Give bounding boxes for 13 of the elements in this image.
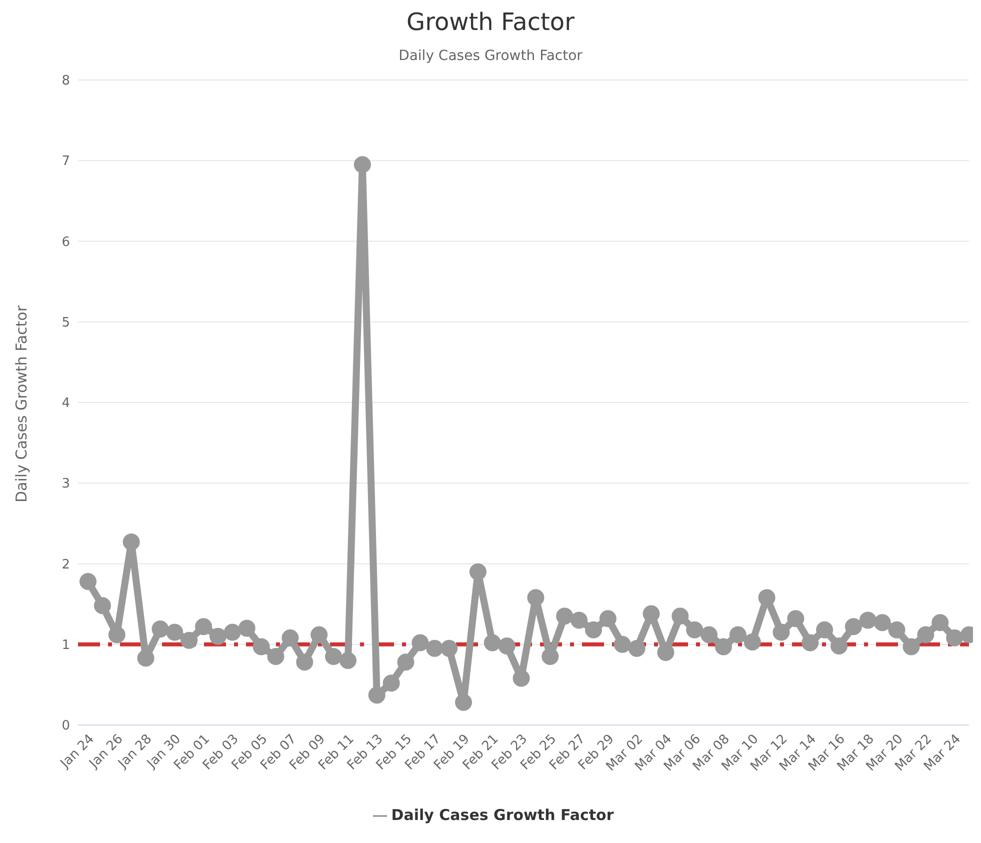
legend-label: Daily Cases Growth Factor [391,806,614,824]
chart-subtitle: Daily Cases Growth Factor [398,48,584,64]
y-tick-label: 0 [62,718,70,734]
y-tick-label: 7 [62,154,70,170]
y-tick-label: 6 [62,234,70,250]
y-axis-title: Daily Cases Growth Factor [12,304,30,502]
y-tick-label: 2 [62,557,70,572]
y-tick-label: 8 [62,74,70,89]
y-tick-label: 5 [62,315,70,330]
chart-title: Growth Factor [406,8,576,36]
y-tick-label: 1 [62,638,70,653]
y-tick-label: 3 [62,476,70,492]
y-tick-label: 4 [62,396,70,412]
